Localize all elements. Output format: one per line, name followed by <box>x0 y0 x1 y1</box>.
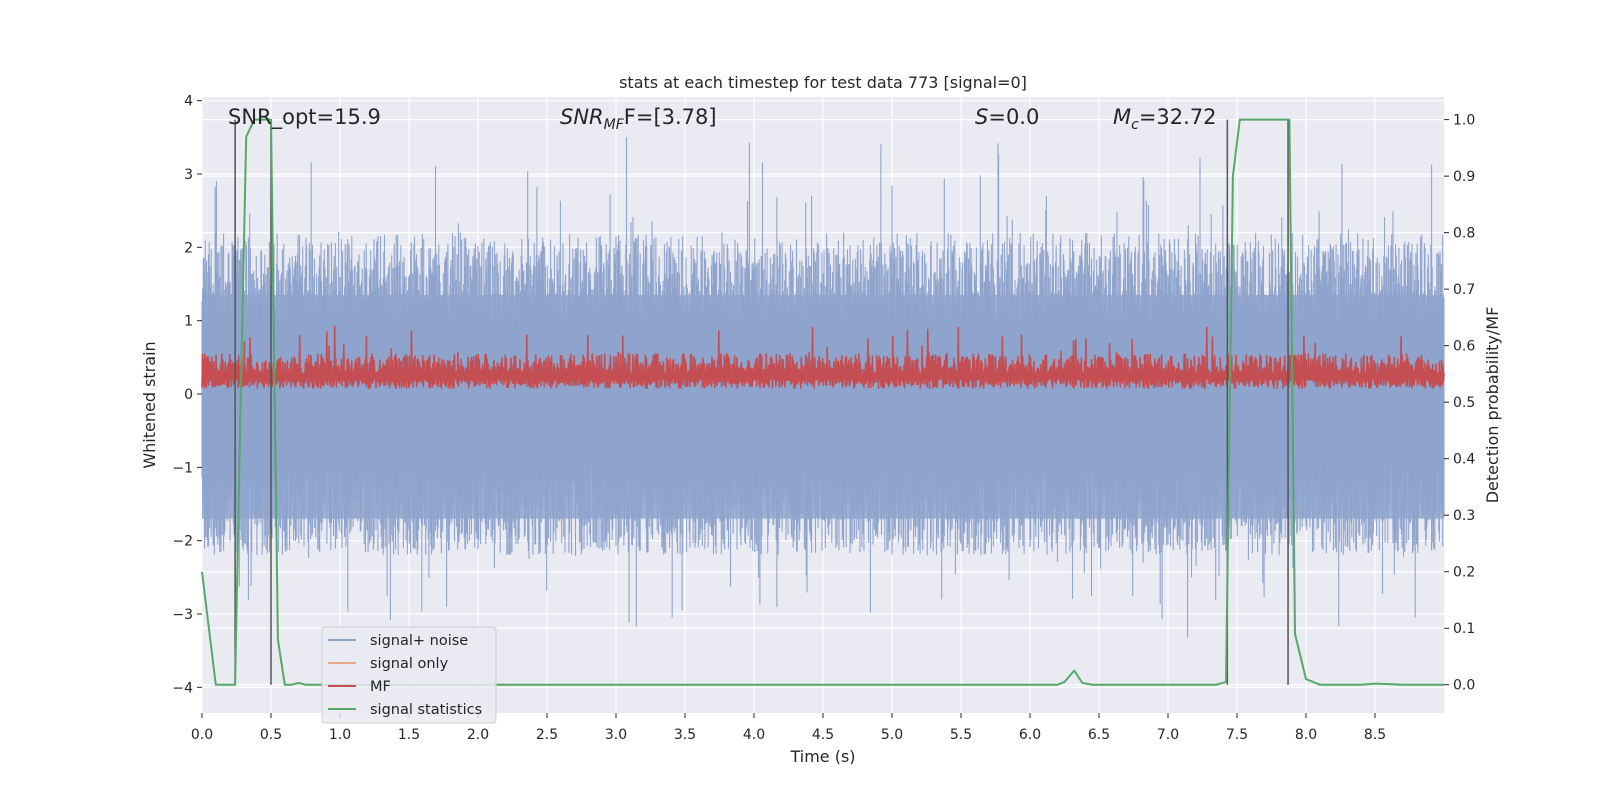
s-value: =0.0 <box>988 105 1039 129</box>
legend-label-mf: MF <box>370 679 391 695</box>
signal-statistics-line <box>201 118 1444 686</box>
y-right-tick-label: 0.3 <box>1453 508 1475 524</box>
axis-ticks: 0.0 0.5 1.0 1.5 2.0 2.5 3.0 3.5 4.0 4.5 5.0 5.5 6.0 6… <box>172 94 1475 743</box>
legend-label-signal-only: signal only <box>370 656 449 672</box>
y-tick-label: 1 <box>184 314 193 330</box>
x-tick-label: 5.5 <box>950 727 972 743</box>
snr-mf-value: F=[3.78] <box>624 105 717 129</box>
annotation-s: S=0.0 <box>975 105 1039 129</box>
mf-line <box>201 325 1445 389</box>
annotation-mc: Mc=32.72 <box>1113 105 1217 133</box>
mc-value: =32.72 <box>1139 105 1217 129</box>
x-tick-label: 0.0 <box>191 727 213 743</box>
y-tick-label: 2 <box>184 240 193 256</box>
x-tick-label: 2.5 <box>536 727 558 743</box>
x-tick-label: 3.5 <box>674 727 696 743</box>
x-tick-label: 8.0 <box>1295 727 1317 743</box>
y-right-tick-label: 0.6 <box>1453 339 1475 355</box>
y-right-tick-label: 0.2 <box>1453 565 1475 581</box>
x-tick-label: 6.5 <box>1088 727 1110 743</box>
snr-mf-subscript: MF <box>604 117 625 133</box>
x-axis-label: Time (s) <box>789 747 855 766</box>
x-tick-label: 6.0 <box>1019 727 1041 743</box>
y-tick-label: 0 <box>184 387 193 403</box>
mc-subscript: c <box>1131 117 1139 133</box>
y-tick-label: −1 <box>172 460 193 476</box>
y-right-tick-label: 0.7 <box>1453 282 1475 298</box>
y-right-tick-label: 1.0 <box>1453 113 1475 129</box>
mf-series <box>201 325 1445 389</box>
signal-statistics-series <box>201 118 1444 686</box>
y-right-tick-label: 0.1 <box>1453 621 1475 637</box>
y-tick-label: −2 <box>172 534 193 550</box>
chart-title: stats at each timestep for test data 773… <box>619 73 1027 92</box>
snr-mf-symbol: SNR <box>560 105 604 129</box>
x-tick-label: 8.5 <box>1364 727 1386 743</box>
y-right-tick-label: 0.5 <box>1453 395 1475 411</box>
x-tick-label: 7.0 <box>1157 727 1179 743</box>
signal-noise-series <box>201 137 1445 638</box>
legend: signal+ noise signal only MF signal stat… <box>321 626 497 724</box>
y-tick-label: 4 <box>184 94 193 110</box>
x-tick-label: 4.0 <box>743 727 765 743</box>
x-tick-label: 1.0 <box>329 727 351 743</box>
x-tick-label: 4.5 <box>812 727 834 743</box>
x-tick-label: 5.0 <box>881 727 903 743</box>
x-tick-label: 1.5 <box>398 727 420 743</box>
x-tick-label: 2.0 <box>467 727 489 743</box>
x-tick-label: 3.0 <box>605 727 627 743</box>
mc-symbol: M <box>1113 105 1131 129</box>
annotation-snr-opt: SNR_opt=15.9 <box>228 105 381 130</box>
annotation-snr-mf: SNRMFF=[3.78] <box>560 105 717 133</box>
y-right-tick-label: 0.4 <box>1453 452 1475 468</box>
y-right-tick-label: 0.0 <box>1453 678 1475 694</box>
legend-label-signal-noise: signal+ noise <box>370 633 468 649</box>
s-symbol: S <box>975 105 988 129</box>
y-right-tick-label: 0.8 <box>1453 226 1475 242</box>
y-tick-label: −4 <box>172 680 193 696</box>
y-axis-label: Whitened strain <box>140 341 159 468</box>
y-tick-label: −3 <box>172 607 193 623</box>
legend-box <box>321 626 497 724</box>
y-right-tick-label: 0.9 <box>1453 169 1475 185</box>
x-tick-label: 7.5 <box>1226 727 1248 743</box>
y-axis-right-label: Detection probability/MF <box>1483 307 1502 504</box>
x-tick-label: 0.5 <box>260 727 282 743</box>
signal-noise-core <box>202 295 1444 519</box>
legend-label-statistics: signal statistics <box>370 702 482 718</box>
y-tick-label: 3 <box>184 167 193 183</box>
